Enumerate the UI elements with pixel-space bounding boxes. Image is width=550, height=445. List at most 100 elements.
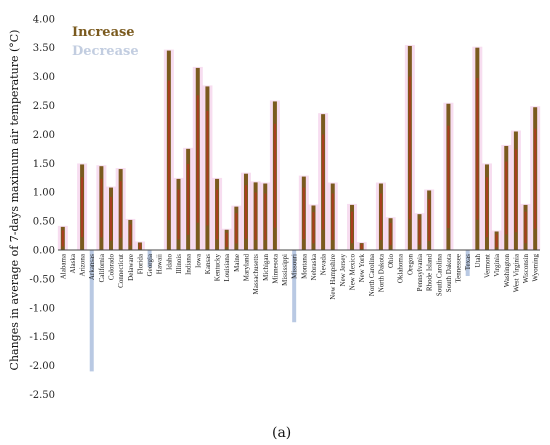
panel-label: (a) — [272, 425, 291, 441]
bar-highlight — [225, 232, 228, 247]
bar-highlight — [167, 80, 170, 221]
category-label: New Mexico — [349, 254, 357, 291]
category-label: Wyoming — [532, 254, 540, 282]
bar-highlight — [119, 181, 122, 238]
bar-highlight — [389, 222, 392, 246]
bar-highlight — [100, 178, 103, 238]
bar-highlight — [187, 164, 190, 235]
category-label: South Dakota — [445, 253, 453, 292]
legend-increase: Increase — [72, 25, 135, 40]
bar-highlight — [379, 193, 382, 241]
category-label: Kentucky — [214, 254, 222, 282]
bar-highlight — [495, 234, 498, 248]
bar-highlight — [351, 211, 354, 244]
category-label: Iowa — [194, 253, 202, 268]
bar-highlight — [273, 123, 276, 228]
category-label: Mississippi — [281, 254, 289, 286]
bar-highlight — [110, 196, 113, 241]
category-label: Ohio — [387, 254, 395, 269]
y-tick-label: 2.50 — [33, 101, 55, 112]
bar-highlight — [534, 128, 537, 229]
category-label: Florida — [136, 253, 144, 274]
bar-highlight — [418, 219, 421, 245]
category-label: Alabama — [59, 253, 67, 279]
bar-decrease — [465, 250, 470, 277]
category-label: Hawaii — [156, 254, 164, 274]
y-tick-label: -1.00 — [29, 303, 55, 314]
category-label: Montana — [300, 253, 308, 279]
bar-highlight — [196, 95, 199, 223]
category-label: Michigan — [262, 254, 270, 281]
category-label: Virginia — [493, 253, 501, 277]
category-label: Wisconsin — [522, 254, 530, 284]
y-tick-label: 2.00 — [33, 130, 55, 141]
bar-highlight — [302, 187, 305, 239]
category-label: Louisiana — [223, 253, 231, 281]
category-label: Washington — [503, 254, 511, 288]
bar-highlight — [244, 185, 247, 239]
bar-decrease — [89, 250, 94, 372]
category-label: North Dakota — [377, 253, 385, 292]
bar-highlight — [81, 177, 84, 238]
category-label: Missouri — [291, 254, 299, 279]
category-label: Massachusetts — [252, 254, 260, 295]
category-label: Alaska — [69, 253, 77, 273]
category-label: West Virginia — [512, 253, 520, 292]
category-label: Minnesota — [271, 253, 279, 283]
category-label: Indiana — [185, 253, 193, 275]
category-label: Arkansas — [88, 254, 96, 280]
y-tick-label: 0.50 — [33, 217, 55, 228]
y-tick-label: 1.00 — [33, 188, 55, 199]
category-label: Oregon — [406, 254, 414, 275]
bar-highlight — [138, 243, 141, 249]
category-label: Colorado — [108, 254, 116, 281]
category-label: North Carolina — [368, 253, 376, 296]
y-tick-label: 3.00 — [33, 72, 55, 83]
category-label: Georgia — [146, 253, 154, 276]
bar-highlight — [61, 230, 64, 247]
category-label: Tennessee — [455, 254, 463, 283]
bar-highlight — [408, 76, 411, 220]
bar-highlight — [129, 224, 132, 246]
category-label: Connecticut — [117, 254, 125, 288]
category-label: Maine — [233, 254, 241, 272]
category-label: Rhode Island — [426, 254, 434, 292]
bar-highlight — [216, 189, 219, 240]
bar-decrease — [147, 250, 152, 268]
category-label: Delaware — [127, 254, 135, 281]
legend: Increase Decrease — [72, 25, 139, 59]
bar-highlight — [254, 192, 257, 240]
bar-highlight — [428, 199, 431, 242]
y-axis-label: Changes in average of 7-days maximum air… — [8, 30, 21, 371]
category-label: Pennsylvania — [416, 253, 424, 291]
category-label-layer: Alabama Alaska Arizona Arkansas California Co… — [59, 253, 539, 300]
bar-highlight — [447, 125, 450, 229]
bar-highlight — [485, 177, 488, 238]
category-label: New Hampshire — [329, 254, 337, 300]
y-tick-label: -2.50 — [29, 390, 55, 401]
y-tick-label: 3.50 — [33, 43, 55, 54]
category-label: Illinois — [175, 254, 183, 274]
bar-highlight — [177, 189, 180, 240]
bar-highlight — [524, 211, 527, 244]
category-label: New Jersey — [339, 254, 347, 287]
category-label: Oklahoma — [397, 253, 405, 283]
category-label: Nevada — [320, 253, 328, 275]
category-label: Maryland — [242, 254, 250, 282]
bar-highlight — [514, 149, 517, 233]
bar-decrease — [292, 250, 297, 323]
category-label: Kansas — [204, 254, 212, 274]
y-tick-label: -1.50 — [29, 332, 55, 343]
bar-highlight — [476, 78, 479, 220]
category-label: Idaho — [165, 254, 173, 270]
category-label: Arizona — [79, 253, 87, 276]
bar-highlight — [206, 110, 209, 226]
bar-highlight — [312, 212, 315, 244]
category-label: Texas — [464, 254, 472, 271]
legend-decrease: Decrease — [72, 44, 139, 59]
y-tick-label: 1.50 — [33, 159, 55, 170]
bar-highlight — [505, 161, 508, 235]
bar-highlight — [360, 244, 363, 249]
category-label: South Carolina — [435, 253, 443, 296]
category-label: Vermont — [483, 254, 491, 278]
